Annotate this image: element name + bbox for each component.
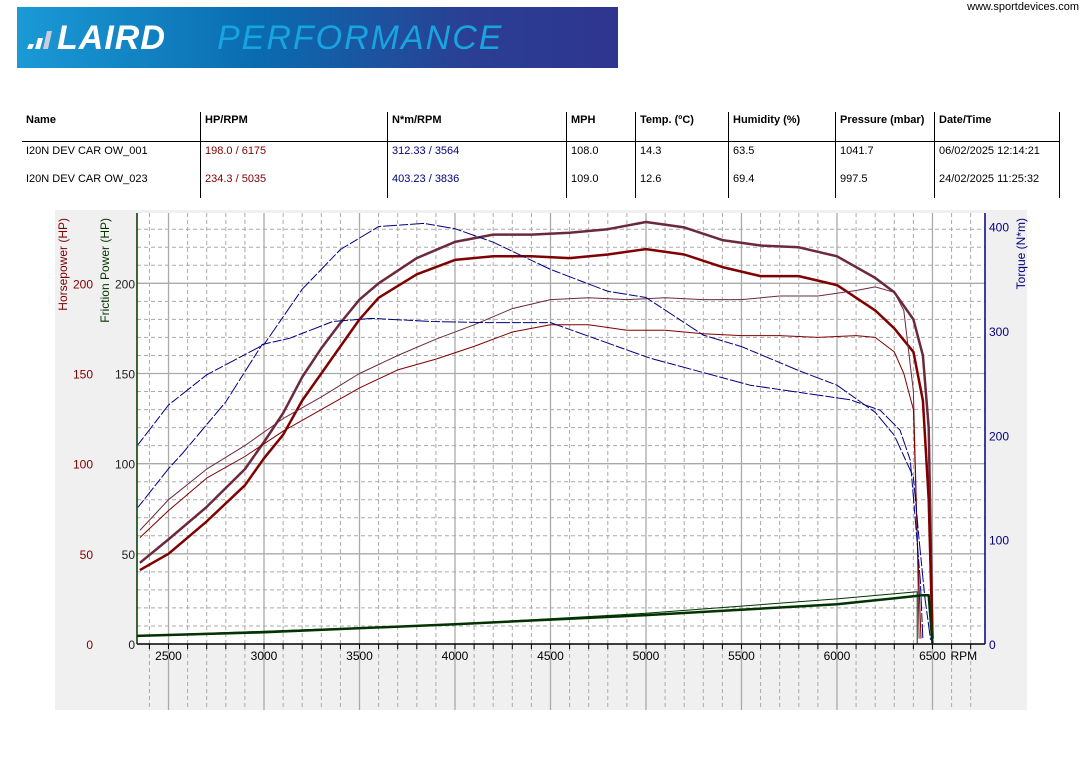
- x-tick-label: 3500: [346, 649, 373, 663]
- signal-bars-icon: [27, 31, 52, 49]
- run-summary-table: Name HP/RPM N*m/RPM MPH Temp. (ºC) Humidity (…: [22, 112, 1060, 198]
- torque-tick-label: 300: [989, 325, 1009, 339]
- logo-text-performance: PERFORMANCE: [217, 19, 504, 57]
- table-cell: 12.6: [635, 170, 729, 198]
- friction-tick-label: 200: [115, 277, 135, 291]
- series-line-3: [139, 324, 922, 639]
- table-cell: 403.23 / 3836: [387, 170, 567, 198]
- column-header: HP/RPM: [200, 112, 388, 142]
- friction-axis-label: Friction Power (HP): [98, 218, 112, 323]
- series-line-2: [139, 286, 920, 639]
- column-header: Date/Time: [934, 112, 1060, 142]
- column-header: N*m/RPM: [387, 112, 567, 142]
- table-cell: 108.0: [566, 141, 636, 170]
- series-line-6: [136, 594, 934, 645]
- friction-tick-label: 150: [115, 367, 135, 381]
- hp-axis-label: Horsepower (HP): [56, 218, 70, 311]
- x-tick-label: 6500: [919, 649, 946, 663]
- x-tick-label: 5000: [633, 649, 660, 663]
- hp-tick-label: 50: [80, 548, 94, 562]
- table-cell: 109.0: [566, 170, 636, 198]
- hp-tick-label: 200: [73, 277, 93, 291]
- website-link[interactable]: www.sportdevices.com: [967, 1, 1079, 13]
- torque-axis-label: Torque (N*m): [1014, 218, 1028, 289]
- torque-tick-label: 0: [989, 638, 996, 652]
- x-tick-label: 3000: [251, 649, 278, 663]
- series-line-4: [137, 222, 932, 640]
- torque-tick-label: 200: [989, 429, 1009, 443]
- friction-tick-label: 100: [115, 458, 135, 472]
- table-cell: 69.4: [728, 170, 836, 198]
- table-cell: I20N DEV CAR OW_001: [22, 141, 201, 170]
- series-line-7: [136, 591, 918, 644]
- column-header: Temp. (ºC): [635, 112, 729, 142]
- torque-tick-label: 100: [989, 534, 1009, 548]
- hp-tick-label: 150: [73, 367, 93, 381]
- table-cell: 198.0 / 6175: [200, 141, 388, 170]
- torque-tick-label: 400: [989, 221, 1009, 235]
- hp-tick-label: 100: [73, 458, 93, 472]
- x-tick-label: 4500: [537, 649, 564, 663]
- table-cell: 312.33 / 3564: [387, 141, 567, 170]
- table-cell: 1041.7: [835, 141, 935, 170]
- x-axis-label: RPM: [950, 649, 977, 663]
- column-header: MPH: [566, 112, 636, 142]
- table-row: I20N DEV CAR OW_001 198.0 / 6175 312.33 / …: [22, 141, 1060, 170]
- x-tick-label: 4000: [442, 649, 469, 663]
- x-tick-label: 2500: [155, 649, 182, 663]
- column-header: Humidity (%): [728, 112, 836, 142]
- friction-tick-label: 0: [128, 638, 135, 652]
- x-tick-label: 5500: [728, 649, 755, 663]
- table-cell: I20N DEV CAR OW_023: [22, 170, 201, 198]
- table-cell: 14.3: [635, 141, 729, 170]
- logo-text-laird: LAIRD: [57, 19, 166, 57]
- series-line-1: [139, 247, 934, 639]
- friction-tick-label: 50: [122, 548, 136, 562]
- table-header-row: Name HP/RPM N*m/RPM MPH Temp. (ºC) Humidity (…: [22, 112, 1060, 142]
- table-cell: 06/02/2025 12:14:21: [934, 141, 1060, 170]
- table-cell: 997.5: [835, 170, 935, 198]
- x-tick-label: 6000: [824, 649, 851, 663]
- column-header: Pressure (mbar): [835, 112, 935, 142]
- hp-tick-label: 0: [86, 638, 93, 652]
- table-cell: 24/02/2025 11:25:32: [934, 170, 1060, 198]
- series-line-5: [137, 317, 924, 640]
- column-header: Name: [22, 112, 201, 142]
- table-row: I20N DEV CAR OW_023 234.3 / 5035 403.23 / …: [22, 170, 1060, 198]
- laird-performance-logo: LAIRD PERFORMANCE: [17, 7, 618, 68]
- table-cell: 234.3 / 5035: [200, 170, 388, 198]
- table-cell: 63.5: [728, 141, 836, 170]
